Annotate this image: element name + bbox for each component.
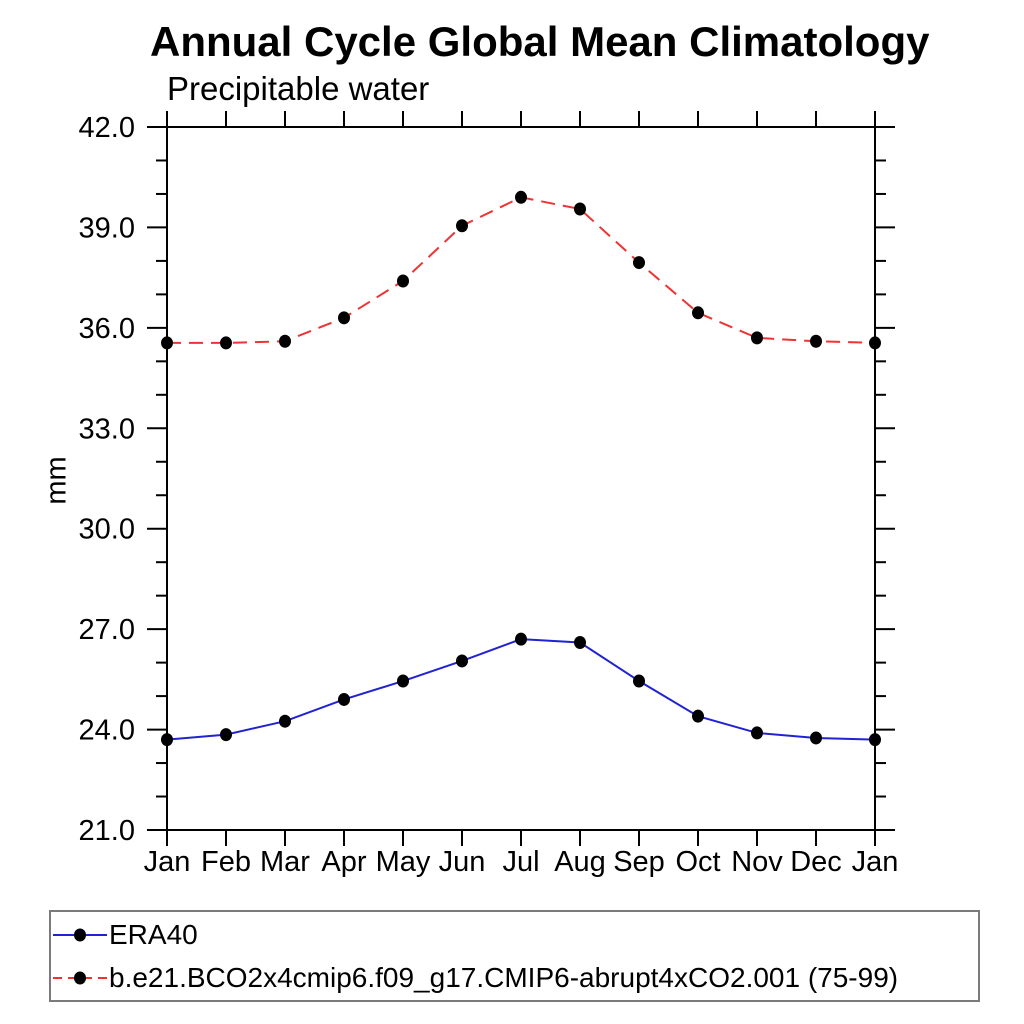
- series-marker-0: [456, 654, 468, 668]
- series-marker-0: [515, 632, 527, 646]
- series-marker-1: [692, 306, 704, 320]
- y-tick-label: 36.0: [79, 313, 135, 345]
- series-marker-0: [692, 709, 704, 723]
- legend-label-0: ERA40: [109, 918, 198, 950]
- y-tick-label: 33.0: [79, 413, 135, 445]
- legend: ERA40 b.e21.BCO2x4cmip6.f09_g17.CMIP6-abr…: [49, 910, 980, 1002]
- series-marker-1: [338, 311, 350, 325]
- x-tick-label: Aug: [554, 846, 606, 878]
- legend-item-1: b.e21.BCO2x4cmip6.f09_g17.CMIP6-abrupt4x…: [51, 956, 978, 999]
- chart-subtitle: Precipitable water: [167, 70, 430, 107]
- x-tick-label: Dec: [790, 846, 842, 878]
- x-tick-label: Mar: [260, 846, 310, 878]
- series-marker-0: [397, 674, 409, 688]
- series-marker-1: [161, 336, 173, 350]
- series-marker-0: [869, 733, 881, 747]
- legend-marker-icon: [74, 971, 86, 984]
- series-marker-1: [397, 274, 409, 288]
- x-tick-label: Jul: [502, 846, 539, 878]
- x-tick-label: Jun: [439, 846, 486, 878]
- series-marker-0: [574, 636, 586, 650]
- x-tick-label: Nov: [731, 846, 783, 878]
- legend-item-0: ERA40: [51, 913, 978, 956]
- series-marker-0: [810, 731, 822, 745]
- series-marker-1: [633, 256, 645, 270]
- y-tick-label: 39.0: [79, 212, 135, 244]
- x-tick-label: May: [376, 846, 431, 878]
- x-tick-label: Oct: [675, 846, 720, 878]
- y-tick-label: 42.0: [79, 112, 135, 144]
- x-tick-label: Jan: [144, 846, 191, 878]
- series-marker-1: [456, 219, 468, 233]
- series-marker-1: [220, 336, 232, 350]
- series-marker-0: [338, 692, 350, 706]
- series-marker-0: [751, 726, 763, 740]
- series-marker-0: [279, 714, 291, 728]
- series-marker-1: [279, 334, 291, 348]
- y-tick-label: 27.0: [79, 614, 135, 646]
- x-tick-label: Apr: [321, 846, 366, 878]
- legend-line-sample-0: [53, 928, 107, 941]
- y-tick-label: 30.0: [79, 514, 135, 546]
- legend-marker-icon: [74, 928, 86, 941]
- x-tick-label: Feb: [201, 846, 251, 878]
- series-marker-1: [810, 334, 822, 348]
- y-tick-label: 24.0: [79, 715, 135, 747]
- series-line-1: [167, 196, 876, 344]
- series-marker-0: [633, 674, 645, 688]
- series-marker-0: [161, 733, 173, 747]
- series-line-0: [166, 638, 876, 741]
- series-marker-0: [220, 728, 232, 742]
- legend-line-sample-1: [53, 971, 107, 984]
- series-marker-1: [515, 190, 527, 204]
- chart-title: Annual Cycle Global Mean Climatology: [150, 18, 930, 65]
- series-marker-1: [751, 331, 763, 345]
- legend-label-1: b.e21.BCO2x4cmip6.f09_g17.CMIP6-abrupt4x…: [109, 961, 899, 993]
- y-tick-label: 21.0: [79, 815, 135, 847]
- series-marker-1: [869, 336, 881, 350]
- series-marker-1: [574, 202, 586, 216]
- x-tick-label: Jan: [852, 846, 899, 878]
- x-tick-label: Sep: [613, 846, 665, 878]
